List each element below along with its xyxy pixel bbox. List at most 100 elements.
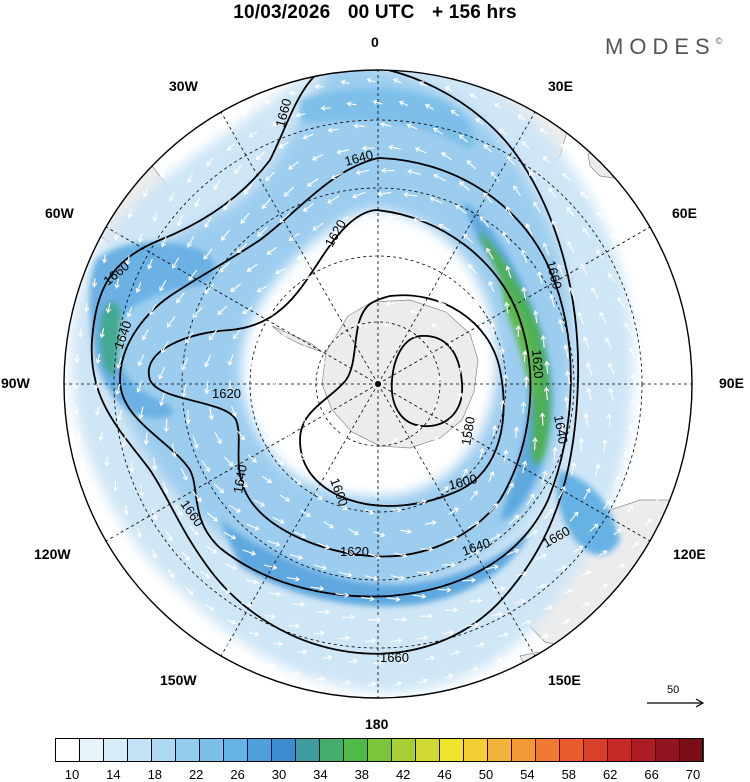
wind-vector-arrow <box>228 504 241 513</box>
wind-vector-arrow <box>561 619 571 625</box>
brand-logo: MODES© <box>605 34 722 60</box>
wind-vector-arrow <box>390 280 400 286</box>
colorbar-tick-label: 54 <box>520 767 535 782</box>
wind-vector-arrow <box>559 421 565 436</box>
wind-vector-arrow <box>473 415 479 425</box>
wind-vector-arrow <box>669 315 675 324</box>
wind-vector-arrow <box>199 570 210 578</box>
wind-vector-arrow <box>581 570 592 577</box>
wind-vector-arrow <box>261 198 272 210</box>
wind-vector-arrow <box>242 549 256 556</box>
wind-vector-arrow <box>676 365 682 375</box>
wind-vector-arrow <box>338 571 353 578</box>
wind-vector-arrow <box>427 350 433 359</box>
wind-vector-arrow <box>599 311 607 324</box>
jet-core-north <box>300 88 474 150</box>
wind-vector-arrow <box>499 128 507 136</box>
wind-vector-arrow <box>522 350 528 363</box>
colorbar-swatch <box>655 738 680 762</box>
wind-vector-arrow <box>73 406 80 416</box>
wind-vector-arrow <box>412 593 427 599</box>
wind-vector-arrow <box>281 331 289 340</box>
wind-vector-arrow <box>296 393 301 402</box>
wind-vector-arrow <box>399 528 412 534</box>
wind-vector-arrow <box>353 123 365 129</box>
wind-vector-arrow <box>255 151 265 161</box>
wind-vector-arrow <box>457 366 464 375</box>
wind-vector-arrow <box>475 117 484 125</box>
wind-vector-arrow <box>675 417 681 427</box>
wind-vector-arrow <box>644 518 652 526</box>
wind-vector-arrow <box>589 523 599 532</box>
wind-vector-arrow <box>213 483 225 494</box>
jet-core-south <box>220 520 530 607</box>
wind-vector-arrow <box>310 585 325 592</box>
wind-vector-arrow <box>444 86 453 92</box>
lon-label-150e: 150E <box>548 672 581 688</box>
wind-vector-arrow <box>264 613 276 620</box>
wind-vector-arrow <box>187 236 195 248</box>
wind-vector-arrow <box>583 412 590 427</box>
wind-vector-arrow <box>218 262 230 273</box>
wind-vector-arrow <box>361 213 375 220</box>
wind-vector-arrow <box>596 249 605 260</box>
wind-vector-arrow <box>72 380 79 390</box>
wind-vector-arrow <box>241 602 253 608</box>
colorbar-swatch <box>535 738 560 762</box>
wind-vector-arrow <box>204 354 212 368</box>
wind-vector-arrow <box>267 309 277 316</box>
wind-vector-arrow <box>483 144 492 153</box>
wind-vector-arrow <box>241 110 250 116</box>
wind-vector-arrow <box>169 191 175 202</box>
wind-vector-arrow <box>480 390 486 400</box>
colorbar-tick-label: 10 <box>64 767 80 782</box>
wind-vector-arrow <box>213 179 221 190</box>
wind-vector-arrow <box>151 549 158 559</box>
wind-vector-arrow <box>361 145 375 151</box>
wind-vector-arrow <box>541 470 548 484</box>
wind-vector-arrow <box>194 196 201 208</box>
wind-vector-arrow <box>322 654 333 661</box>
wind-vector-arrow <box>517 647 527 653</box>
colorbar-tick-label: 26 <box>230 767 245 782</box>
wind-vector-arrow <box>493 103 502 109</box>
forecast-time: 00 UTC <box>347 2 415 23</box>
wind-vector-arrow <box>203 283 215 295</box>
wind-vector-arrow <box>568 286 576 301</box>
wind-vector-arrow <box>506 156 515 166</box>
wind-vector-arrow <box>419 473 428 480</box>
wind-vector-arrow <box>437 587 452 593</box>
wind-vector-arrow <box>653 266 660 274</box>
wind-vector-arrow <box>320 357 326 367</box>
wind-vector-arrow <box>338 503 348 511</box>
wind-vector-arrow <box>641 243 649 251</box>
wind-vector-arrow <box>266 246 278 255</box>
wind-vector-arrow <box>257 226 268 237</box>
wind-vector-arrow <box>368 486 379 492</box>
wind-vector-arrow <box>412 217 426 223</box>
wind-vector-arrow <box>461 468 468 478</box>
wind-vector-arrow <box>549 293 555 308</box>
wind-vector-arrow <box>420 546 434 552</box>
wind-vector-arrow <box>652 352 658 363</box>
wind-vector-arrow <box>387 214 401 220</box>
wind-vector-arrow <box>292 601 306 607</box>
wind-vector-arrow <box>99 328 105 339</box>
wind-vector-arrow <box>163 418 170 433</box>
wind-vector-arrow <box>373 659 384 665</box>
colorbar-tick-label: 22 <box>188 767 204 782</box>
wind-vector-arrow <box>392 78 402 84</box>
wind-vector-arrow <box>417 570 431 577</box>
lon-label-60w: 60W <box>45 205 74 221</box>
wind-vector-arrow <box>506 482 514 495</box>
wind-vector-arrow <box>160 169 166 179</box>
wind-vector-arrow <box>558 485 566 499</box>
wind-vector-arrow <box>151 509 158 521</box>
wind-vector-arrow <box>462 577 477 583</box>
wind-vector-arrow <box>677 391 683 401</box>
wind-vector-arrow <box>515 324 521 337</box>
wind-vector-arrow <box>528 171 537 181</box>
wind-vector-arrow <box>591 287 599 299</box>
wind-vector-arrow <box>159 592 165 601</box>
wind-vector-arrow <box>311 153 324 161</box>
